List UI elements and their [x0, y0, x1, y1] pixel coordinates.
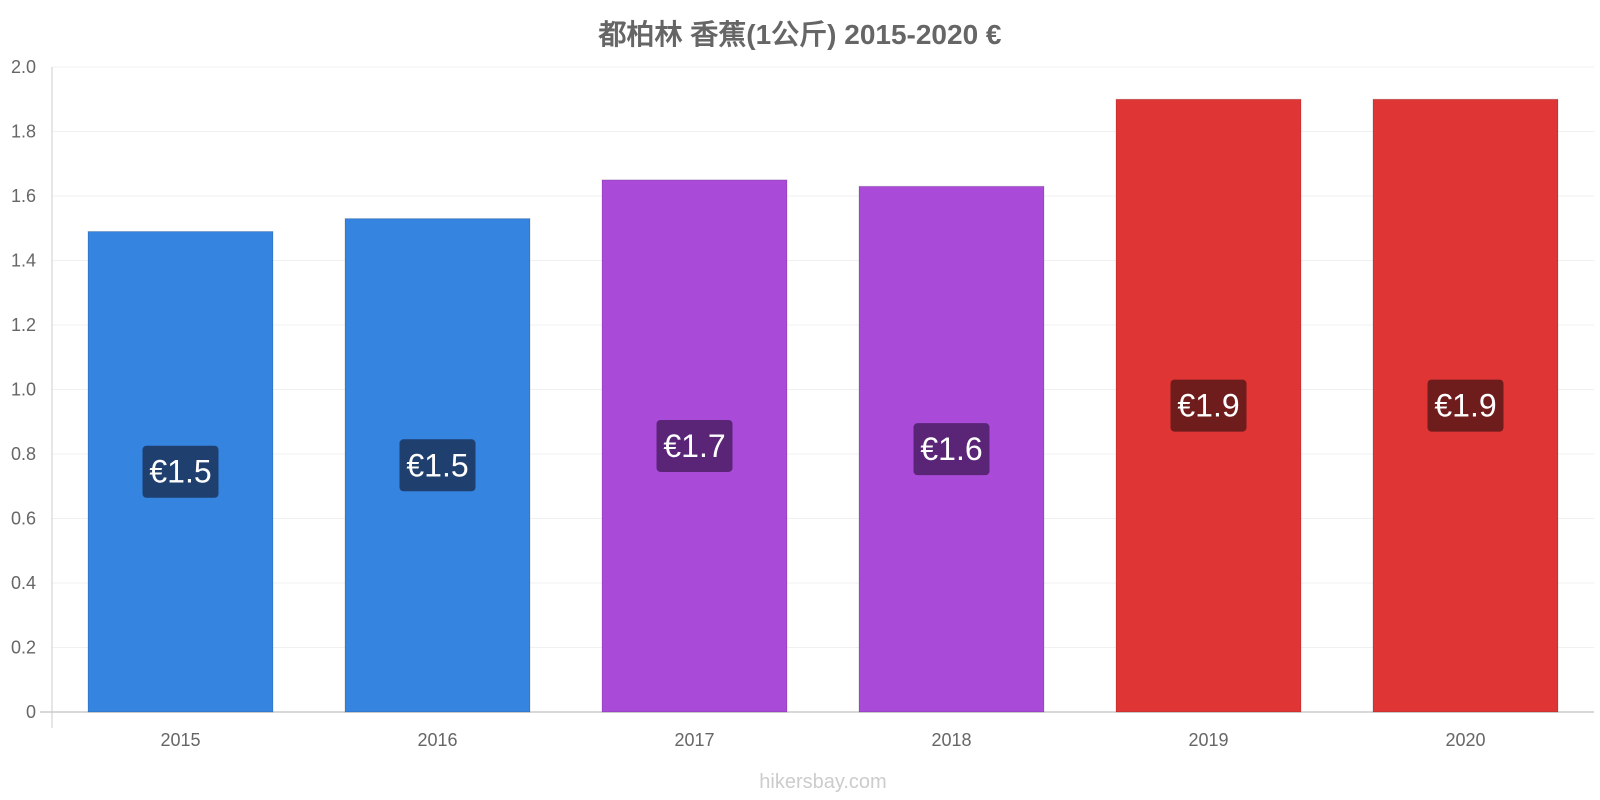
grid-lines — [52, 66, 1594, 648]
data-label-badge — [913, 423, 990, 476]
axes — [40, 67, 1594, 728]
y-tick-label: 2.0 — [11, 57, 36, 77]
data-label: €1.5 — [406, 447, 468, 483]
y-tick-label: 1.0 — [11, 380, 36, 400]
data-label-badge — [1170, 379, 1247, 432]
data-label-badge — [656, 419, 733, 472]
y-tick-label: 0.2 — [11, 638, 36, 658]
data-label: €1.9 — [1434, 388, 1496, 424]
x-tick-label: 2017 — [674, 730, 714, 750]
y-tick-label: 0.6 — [11, 509, 36, 529]
data-label-badge — [142, 445, 219, 498]
x-tick-label: 2020 — [1445, 730, 1485, 750]
data-labels: €1.5 €1.5 €1.7 €1.6 €1.9 €1.9 — [142, 379, 1504, 498]
y-tick-label: 1.4 — [11, 251, 36, 271]
x-tick-label: 2019 — [1188, 730, 1228, 750]
y-axis-tick-labels: 0 0.2 0.4 0.6 0.8 1.0 1.2 1.4 1.6 1.8 2.0 — [11, 57, 36, 722]
x-axis-tick-labels: 2015 2016 2017 2018 2019 2020 — [160, 730, 1485, 750]
data-label: €1.7 — [663, 428, 725, 464]
data-label: €1.5 — [149, 454, 211, 490]
y-tick-label: 1.2 — [11, 315, 36, 335]
y-tick-label: 0.4 — [11, 573, 36, 593]
data-label-badge — [399, 439, 476, 492]
chart-title: 都柏林 香蕉(1公斤) 2015-2020 € — [597, 19, 1001, 50]
y-tick-label: 1.6 — [11, 186, 36, 206]
data-label-badge — [1427, 379, 1504, 432]
y-tick-label: 1.8 — [11, 122, 36, 142]
data-label: €1.6 — [920, 431, 982, 467]
x-tick-label: 2018 — [931, 730, 971, 750]
watermark: hikersbay.com — [759, 771, 886, 793]
y-tick-label: 0 — [26, 702, 36, 722]
y-tick-label: 0.8 — [11, 444, 36, 464]
bar-2017 — [601, 179, 788, 713]
bars — [87, 98, 1559, 713]
x-tick-label: 2016 — [417, 730, 457, 750]
data-label: €1.9 — [1177, 388, 1239, 424]
x-tick-label: 2015 — [160, 730, 200, 750]
